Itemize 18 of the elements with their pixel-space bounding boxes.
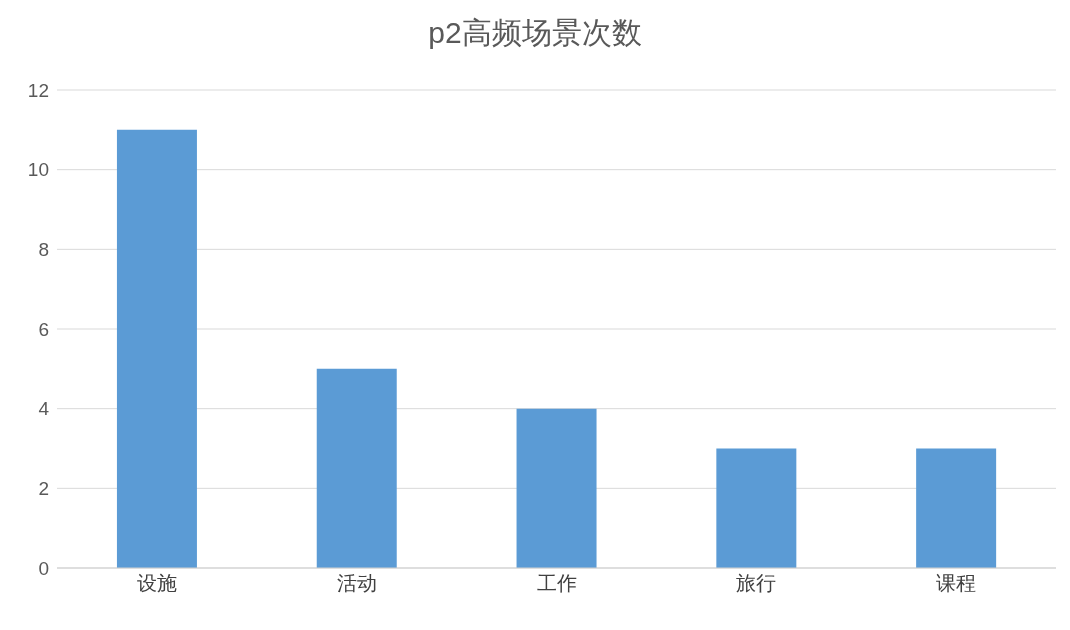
y-tick-label: 10: [27, 159, 49, 181]
x-tick-label: 活动: [336, 572, 377, 595]
y-tick-label: 2: [38, 478, 49, 500]
chart-title: p2高频场景次数: [427, 15, 643, 51]
x-tick-label: 工作: [536, 572, 577, 595]
bar: [516, 408, 597, 568]
y-tick-label: 12: [27, 79, 49, 101]
y-tick-label: 4: [38, 398, 50, 420]
bar: [116, 129, 197, 568]
x-tick-label: 课程: [936, 572, 977, 595]
y-tick-label: 6: [38, 318, 49, 340]
x-tick-label: 设施: [136, 572, 177, 595]
bar: [916, 448, 997, 568]
x-tick-label: 旅行: [736, 572, 777, 595]
y-tick-label: 8: [38, 239, 49, 261]
y-tick-label: 0: [38, 557, 49, 579]
bar: [716, 448, 797, 568]
bar: [316, 368, 397, 568]
